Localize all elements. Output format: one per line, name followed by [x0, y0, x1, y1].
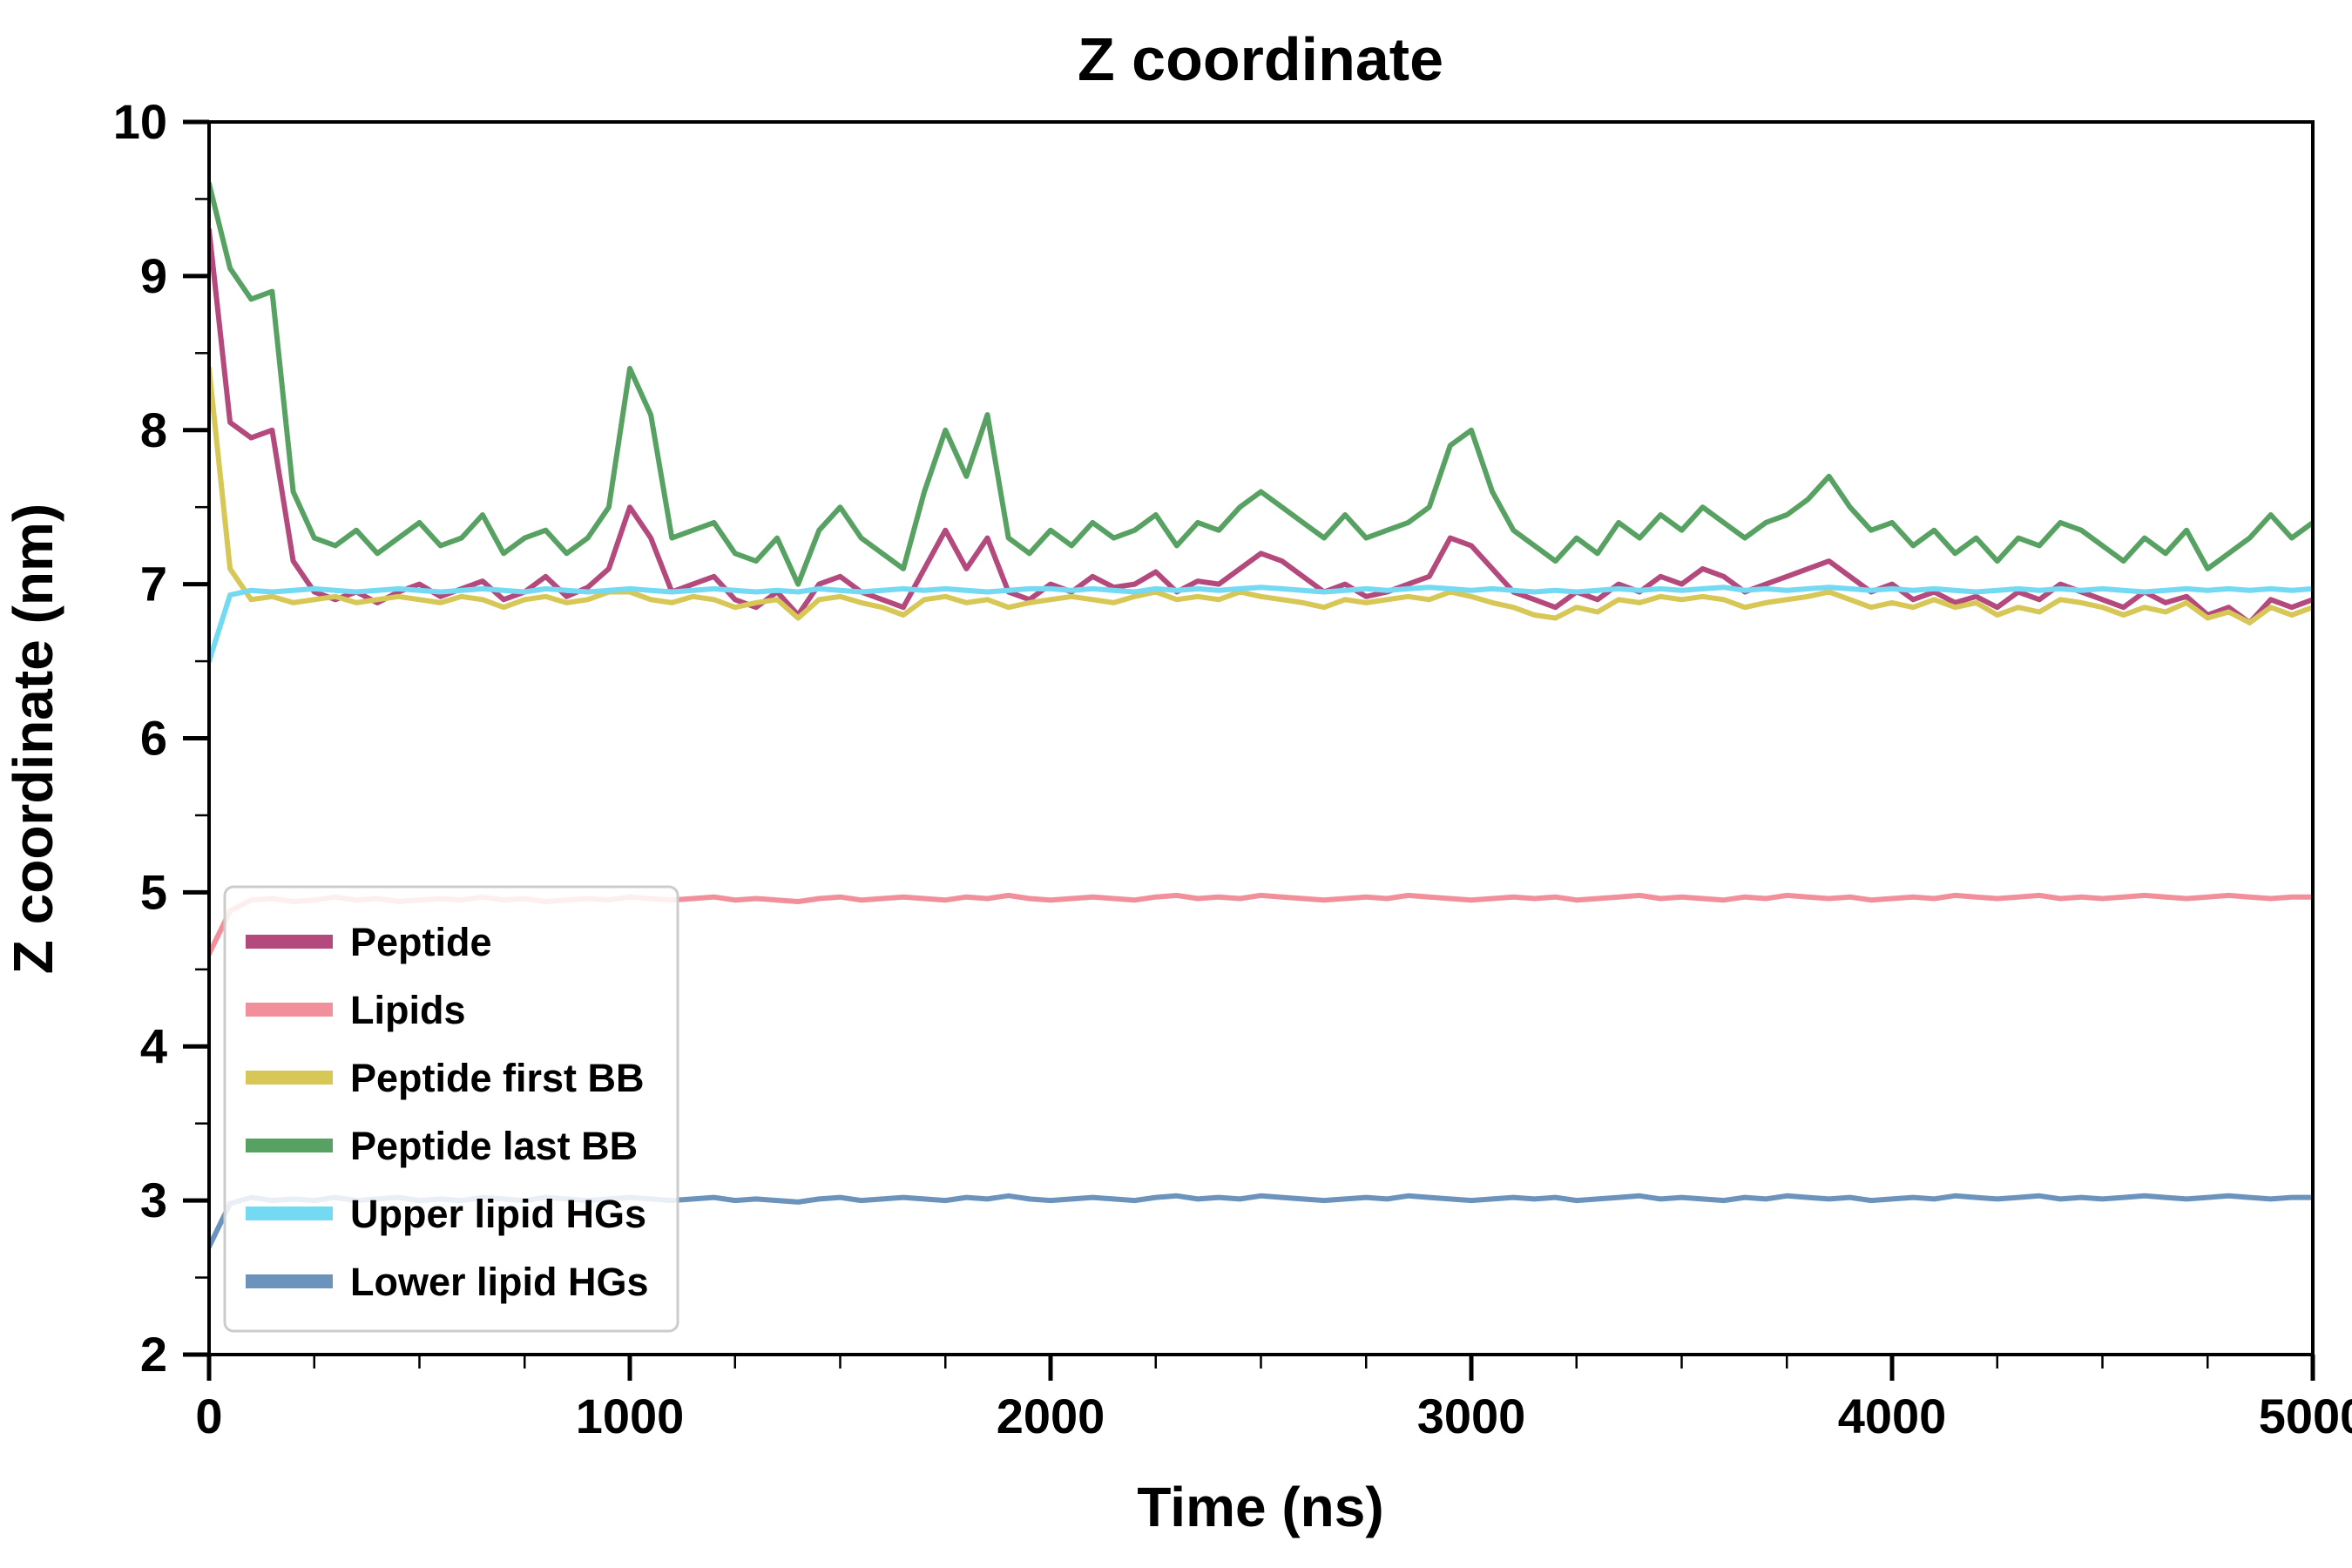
y-tick-label: 8	[140, 402, 167, 457]
legend-label: Peptide last BB	[350, 1124, 638, 1168]
legend-label: Lipids	[350, 988, 466, 1032]
legend-item-lower-lipid-hgs: Lower lipid HGs	[246, 1260, 649, 1304]
x-tick-label: 3000	[1417, 1389, 1526, 1443]
axes-layer: 0 1000 2000 3000 4000 5000 2 3 4 5 6 7 8 9 10	[113, 94, 2352, 1443]
legend: Peptide Lipids Peptide first BB Peptide las…	[223, 885, 679, 1333]
series-line-peptide-last-bb	[209, 180, 2313, 587]
legend-item-lipids: Lipids	[246, 988, 466, 1032]
y-tick-label: 2	[140, 1327, 167, 1382]
legend-label: Upper lipid HGs	[350, 1192, 646, 1236]
y-tick-label: 4	[140, 1018, 167, 1073]
legend-label: Lower lipid HGs	[350, 1260, 649, 1304]
series-line-upper-lipid-hgs	[209, 585, 2313, 665]
legend-item-upper-lipid-hgs: Upper lipid HGs	[246, 1192, 646, 1236]
x-tick-label: 1000	[576, 1389, 685, 1443]
y-tick-label: 5	[140, 864, 167, 919]
x-axis-label: Time (ns)	[1137, 1476, 1383, 1538]
legend-item-peptide-first-bb: Peptide first BB	[246, 1056, 645, 1100]
x-tick-label: 5000	[2259, 1389, 2352, 1443]
chart-title: Z coordinate	[1078, 25, 1443, 93]
legend-label: Peptide	[350, 920, 492, 964]
legend-item-peptide: Peptide	[246, 920, 492, 964]
legend-label: Peptide first BB	[350, 1056, 645, 1100]
y-tick-label: 7	[140, 557, 167, 612]
x-tick-label: 4000	[1838, 1389, 1947, 1443]
x-tick-label: 2000	[997, 1389, 1105, 1443]
y-axis-label: Z coordinate (nm)	[2, 504, 64, 974]
x-tick-label: 0	[195, 1389, 222, 1443]
series-line-peptide	[209, 226, 2313, 625]
y-tick-label: 10	[113, 94, 167, 149]
series-line-peptide-first-bb	[209, 366, 2313, 625]
y-tick-label: 9	[140, 248, 167, 303]
y-tick-label: 3	[140, 1173, 167, 1227]
legend-item-peptide-last-bb: Peptide last BB	[246, 1124, 638, 1168]
legend-box	[223, 885, 679, 1333]
y-tick-label: 6	[140, 711, 167, 766]
